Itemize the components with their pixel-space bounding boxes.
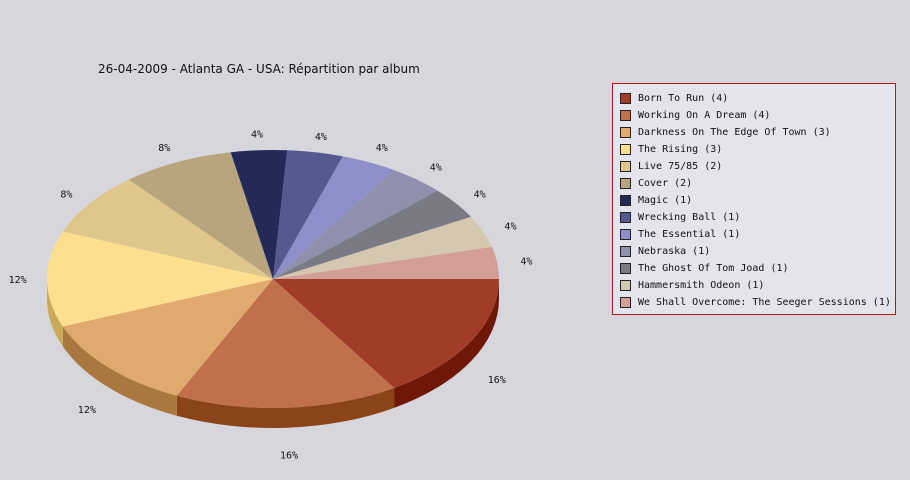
legend-item: We Shall Overcome: The Seeger Sessions (… — [620, 294, 895, 311]
legend-label: The Ghost Of Tom Joad (1) — [638, 263, 789, 274]
legend-label: Darkness On The Edge Of Town (3) — [638, 127, 831, 138]
legend-swatch — [620, 297, 631, 308]
pie-slice-2 — [62, 279, 273, 396]
legend-item: Cover (2) — [620, 175, 895, 192]
legend-item: Darkness On The Edge Of Town (3) — [620, 124, 895, 141]
legend-label: Born To Run (4) — [638, 93, 729, 104]
pie-sides — [47, 279, 499, 428]
pie-percent-label-11: 4% — [504, 221, 516, 232]
legend-item: Wrecking Ball (1) — [620, 209, 895, 226]
legend-swatch — [620, 195, 631, 206]
legend-swatch — [620, 161, 631, 172]
legend-label: Magic (1) — [638, 195, 693, 206]
legend: Born To Run (4) Working On A Dream (4) Dar… — [612, 83, 896, 315]
pie-percent-label-2: 12% — [78, 405, 96, 416]
pie-slice-9 — [273, 170, 438, 279]
legend-item: Born To Run (4) — [620, 90, 895, 107]
pie-percent-label-4: 8% — [60, 189, 72, 200]
legend-label: Nebraska (1) — [638, 246, 711, 257]
legend-swatch — [620, 127, 631, 138]
legend-swatch — [620, 178, 631, 189]
legend-label: The Rising (3) — [638, 144, 723, 155]
legend-swatch — [620, 280, 631, 291]
pie-slice-7 — [273, 150, 343, 279]
legend-swatch — [620, 93, 631, 104]
pie-slice-3 — [47, 231, 273, 327]
legend-label: Live 75/85 (2) — [638, 161, 723, 172]
pie-slice-4 — [62, 179, 273, 279]
legend-item: Nebraska (1) — [620, 243, 895, 260]
pie-slice-8 — [273, 156, 395, 279]
pie-percent-label-10: 4% — [474, 189, 486, 200]
pie-percent-label-12: 4% — [520, 257, 532, 268]
chart-title: 26-04-2009 - Atlanta GA - USA: Répartiti… — [98, 62, 420, 76]
pie-percent-label-6: 4% — [251, 130, 263, 141]
pie-slice-10 — [273, 190, 472, 279]
legend-label: We Shall Overcome: The Seeger Sessions (… — [638, 297, 891, 308]
pie-slice-11 — [273, 216, 492, 279]
legend-label: The Essential (1) — [638, 229, 741, 240]
pie-percent-label-5: 8% — [158, 143, 170, 154]
pie-percent-label-3: 12% — [9, 275, 27, 286]
legend-label: Hammersmith Odeon (1) — [638, 280, 765, 291]
legend-item: The Ghost Of Tom Joad (1) — [620, 260, 895, 277]
legend-label: Cover (2) — [638, 178, 693, 189]
pie-percent-label-1: 16% — [280, 450, 298, 461]
legend-swatch — [620, 246, 631, 257]
pie-slice-0 — [273, 279, 499, 388]
pie-percent-label-0: 16% — [488, 375, 506, 386]
pie-slice-5 — [128, 152, 273, 279]
pie-percent-label-8: 4% — [376, 143, 388, 154]
pie-slice-side-0 — [394, 279, 499, 408]
legend-item: Working On A Dream (4) — [620, 107, 895, 124]
pie-slice-1 — [176, 279, 395, 408]
legend-label: Wrecking Ball (1) — [638, 212, 741, 223]
legend-swatch — [620, 263, 631, 274]
pie-slices — [47, 150, 499, 408]
legend-item: The Essential (1) — [620, 226, 895, 243]
legend-item: Hammersmith Odeon (1) — [620, 277, 895, 294]
legend-swatch — [620, 144, 631, 155]
pie-slice-6 — [230, 150, 288, 279]
legend-swatch — [620, 212, 631, 223]
pie-slice-side-3 — [47, 279, 63, 347]
pie-slice-side-1 — [176, 387, 395, 428]
pie-percent-label-7: 4% — [315, 132, 327, 143]
legend-label: Working On A Dream (4) — [638, 110, 771, 121]
legend-swatch — [620, 110, 631, 121]
legend-item: The Rising (3) — [620, 141, 895, 158]
pie-percent-labels: 16% 16% 12% 12% 8% 8% 4% 4% 4% 4% 4% 4% 4% — [9, 130, 533, 462]
pie-slice-side-2 — [62, 326, 177, 416]
pie-percent-label-9: 4% — [430, 163, 442, 174]
legend-item: Magic (1) — [620, 192, 895, 209]
pie-slice-12 — [273, 246, 499, 279]
legend-swatch — [620, 229, 631, 240]
legend-item: Live 75/85 (2) — [620, 158, 895, 175]
